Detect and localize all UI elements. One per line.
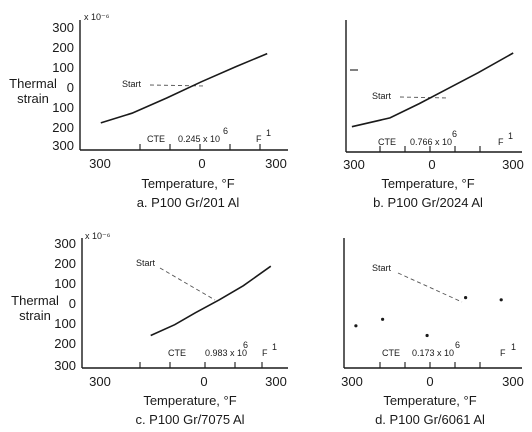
start-label: Start (372, 91, 392, 101)
x-axis-ticks (379, 362, 481, 368)
y-tick-label: 300 (54, 236, 76, 251)
series-line (100, 52, 268, 124)
data-point (381, 317, 385, 321)
data-point (499, 298, 503, 302)
cte-exponent: 6 (455, 340, 460, 350)
y-tick-label: 200 (52, 40, 74, 55)
y-tick-label: 200 (54, 256, 76, 271)
plot-area (354, 296, 503, 338)
panel-a: x 10⁻⁶ Thermal strain 300 200 100 0 100 … (9, 12, 288, 210)
x-tick-label: 0 (426, 374, 433, 389)
plot-area (100, 52, 268, 124)
plot-area (150, 265, 272, 337)
cte-value: 0.983 x 10 (205, 348, 247, 358)
start-label: Start (136, 258, 156, 268)
x-axis-label: Temperature, °F (141, 176, 234, 191)
y-axis-label-line1: Thermal (9, 76, 57, 91)
cte-annotation: CTE 0.983 x 10 6 F 1 (168, 340, 277, 358)
y-tick-label: 100 (52, 60, 74, 75)
panel-caption: a. P100 Gr/201 Al (137, 195, 240, 210)
data-point (354, 324, 358, 328)
cte-unit-exponent: 1 (511, 342, 516, 352)
start-arrow (149, 84, 206, 87)
x-tick-label: 300 (89, 156, 111, 171)
y-tick-labels: 300 200 100 0 100 200 300 (52, 20, 74, 153)
x-axis-ticks (379, 146, 481, 152)
y-axis-label-line1: Thermal (11, 293, 59, 308)
cte-value: 0.245 x 10 (178, 134, 220, 144)
plot-area (351, 52, 514, 128)
y-axis-label-line2: strain (17, 91, 49, 106)
cte-label: CTE (378, 137, 396, 147)
x-axis-ticks (139, 362, 263, 368)
y-tick-label: 300 (52, 138, 74, 153)
data-point (464, 296, 468, 300)
start-arrow (399, 96, 449, 99)
cte-unit: F (498, 137, 504, 147)
y-tick-label: 0 (69, 296, 76, 311)
cte-label: CTE (168, 348, 186, 358)
cte-unit-exponent: 1 (272, 342, 277, 352)
start-arrow (397, 272, 463, 303)
x-tick-label: 300 (341, 374, 363, 389)
y-tick-label: 100 (54, 316, 76, 331)
x-axis-label: Temperature, °F (143, 393, 236, 408)
start-arrow (159, 267, 216, 301)
panel-c: x 10⁻⁶ Thermal strain 300 200 100 0 100 … (11, 231, 288, 427)
y-tick-labels: 300 200 100 0 100 200 300 (54, 236, 76, 373)
x-tick-label: 300 (343, 157, 365, 172)
x-tick-label: 0 (198, 156, 205, 171)
cte-annotation: CTE 0.766 x 10 6 F 1 (378, 129, 513, 147)
y-exponent-label: x 10⁻⁶ (85, 231, 111, 241)
cte-unit: F (262, 348, 268, 358)
start-label: Start (122, 79, 142, 89)
cte-unit: F (500, 348, 506, 358)
cte-value: 0.173 x 10 (412, 348, 454, 358)
data-point (425, 333, 429, 338)
y-exponent-label: x 10⁻⁶ (84, 12, 110, 22)
series-line (150, 265, 272, 337)
x-axis-label: Temperature, °F (381, 176, 474, 191)
cte-value: 0.766 x 10 (410, 137, 452, 147)
cte-label: CTE (382, 348, 400, 358)
cte-label: CTE (147, 134, 165, 144)
y-tick-label: 200 (54, 336, 76, 351)
y-tick-label: 0 (67, 80, 74, 95)
x-tick-label: 300 (265, 156, 287, 171)
panel-caption: b. P100 Gr/2024 Al (373, 195, 483, 210)
y-tick-label: 100 (54, 276, 76, 291)
x-axis-label: Temperature, °F (383, 393, 476, 408)
panel-caption: c. P100 Gr/7075 Al (135, 412, 244, 427)
y-tick-label: 200 (52, 120, 74, 135)
panel-b: 300 0 300 Temperature, °F b. P100 Gr/202… (343, 20, 524, 210)
cte-unit-exponent: 1 (508, 131, 513, 141)
x-tick-label: 300 (502, 157, 524, 172)
y-tick-label: 300 (54, 358, 76, 373)
cte-unit-exponent: 1 (266, 128, 271, 138)
x-tick-label: 300 (265, 374, 287, 389)
y-axis-label-line2: strain (19, 308, 51, 323)
y-tick-label: 300 (52, 20, 74, 35)
x-tick-label: 300 (89, 374, 111, 389)
series-line (351, 52, 514, 128)
cte-exponent: 6 (452, 129, 457, 139)
x-tick-label: 300 (502, 374, 524, 389)
cte-annotation: CTE 0.173 x 10 6 F 1 (382, 340, 516, 358)
cte-exponent: 6 (223, 126, 228, 136)
y-tick-label: 100 (52, 100, 74, 115)
panel-caption: d. P100 Gr/6061 Al (375, 412, 485, 427)
x-tick-label: 0 (428, 157, 435, 172)
x-axis-ticks (139, 144, 261, 150)
cte-annotation: CTE 0.245 x 10 6 F 1 (147, 126, 271, 144)
panel-d: 300 0 300 Temperature, °F d. P100 Gr/606… (341, 238, 524, 427)
start-label: Start (372, 263, 392, 273)
x-tick-label: 0 (200, 374, 207, 389)
cte-exponent: 6 (243, 340, 248, 350)
cte-unit: F (256, 134, 262, 144)
